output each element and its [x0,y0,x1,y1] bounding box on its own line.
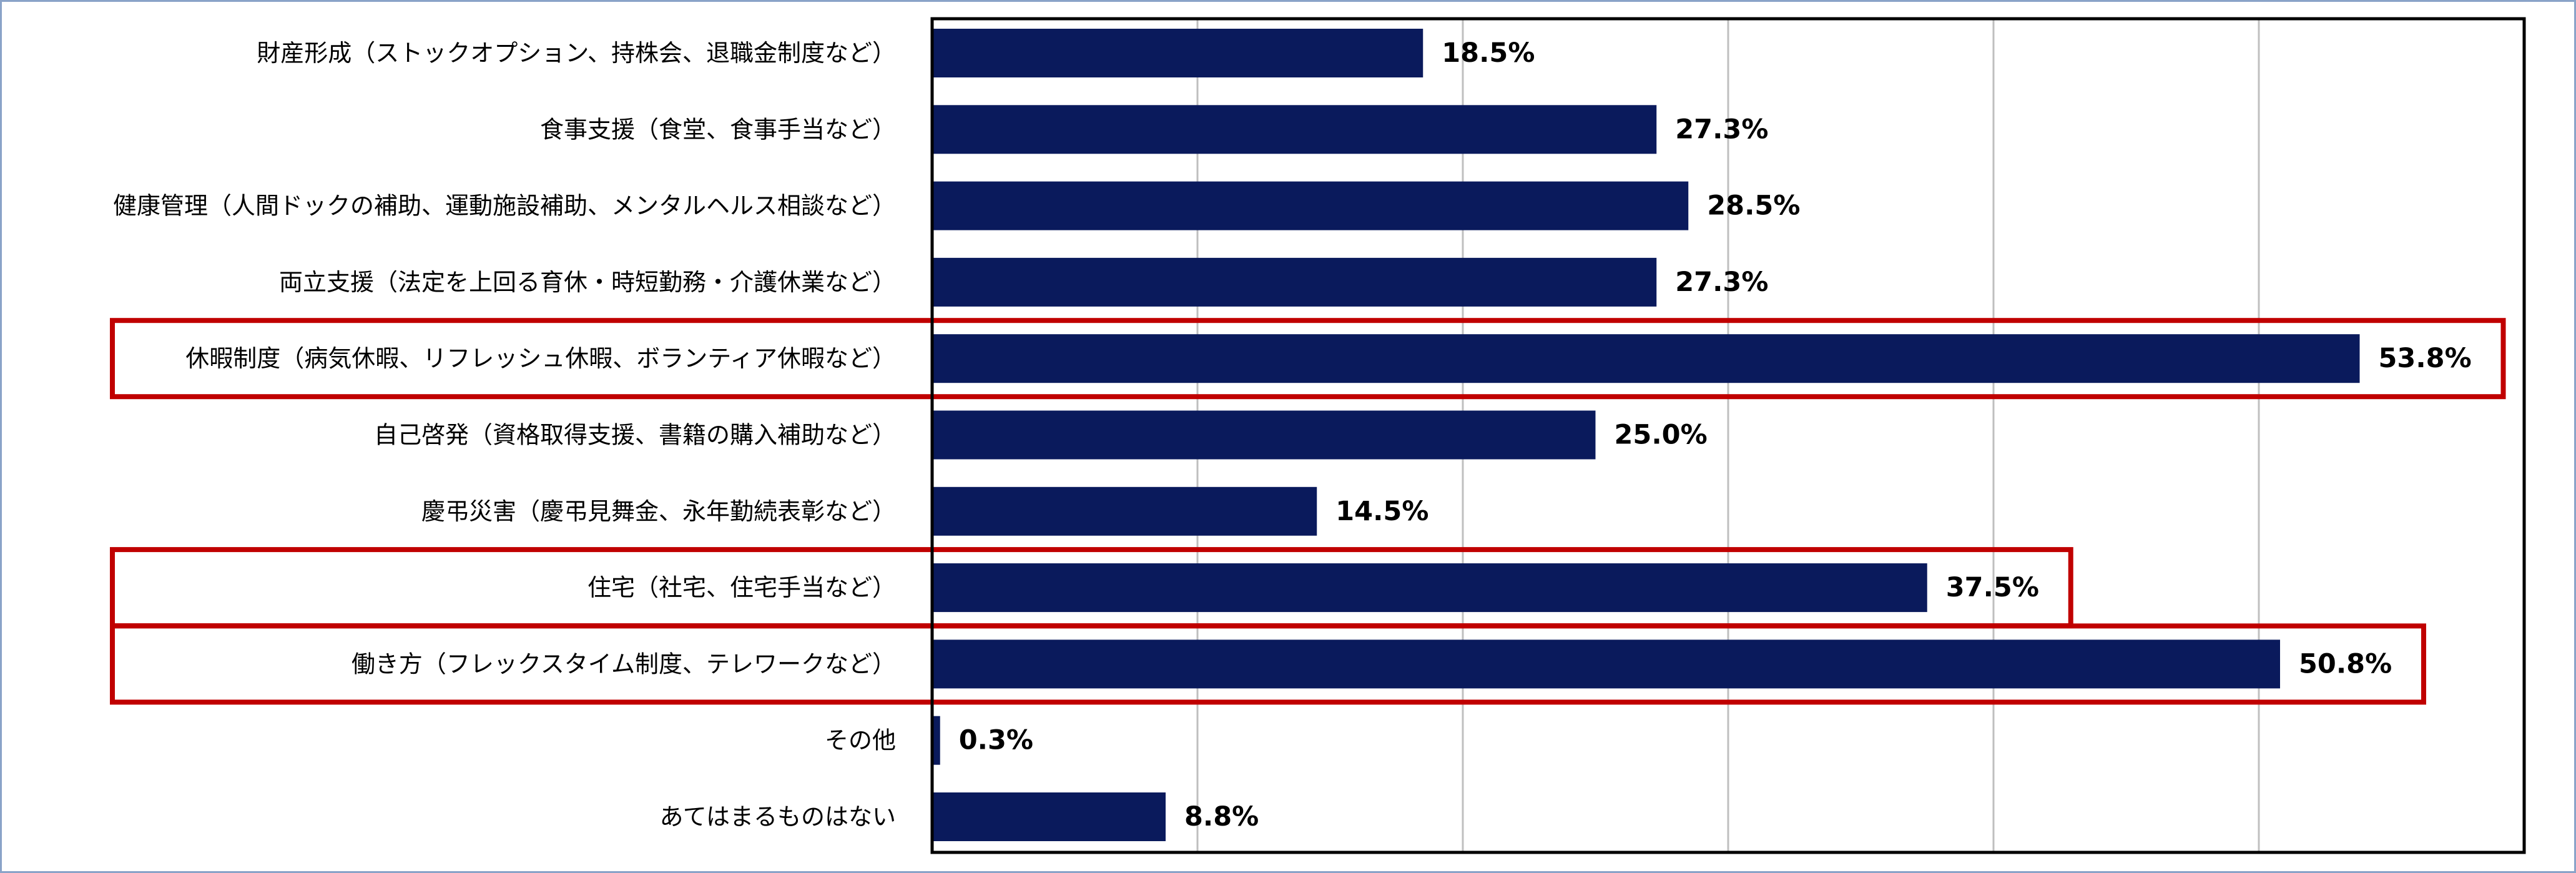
data-label: 27.3% [1675,267,1768,298]
bar [932,486,1317,536]
category-label: 働き方（フレックスタイム制度、テレワークなど） [351,650,896,678]
bar [932,181,1689,230]
data-label: 0.3% [959,725,1033,756]
bar [932,334,2360,383]
highlight-box [110,318,2506,400]
data-label: 14.5% [1335,496,1428,527]
bar [932,105,1657,154]
highlight-box [110,623,2426,705]
category-label: 両立支援（法定を上回る育休・時短勤務・介護休業など） [279,269,896,296]
data-label: 18.5% [1442,37,1535,69]
data-label: 50.8% [2299,648,2392,679]
category-label: 健康管理（人間ドックの補助、運動施設補助、メンタルヘルス相談など） [113,192,896,220]
bar [932,257,1657,307]
bar [932,29,1423,77]
category-label: 財産形成（ストックオプション、持株会、退職金制度など） [257,39,896,67]
bar [932,639,2280,689]
highlight-boxes [110,318,2506,705]
data-label: 53.8% [2379,343,2472,374]
category-label: あてはまるものはない [660,803,896,831]
category-label: 自己啓発（資格取得支援、書籍の購入補助など） [374,422,896,449]
data-label: 37.5% [1946,572,2039,603]
category-label: 食事支援（食堂、食事手当など） [540,116,896,143]
data-label: 8.8% [1184,801,1259,832]
data-label: 25.0% [1615,420,1708,451]
category-labels: 財産形成（ストックオプション、持株会、退職金制度など） 食事支援（食堂、食事手当な… [113,39,896,831]
bar [932,792,1166,841]
bar [932,410,1596,460]
plot-area-border [930,17,2526,854]
data-label: 27.3% [1675,114,1768,145]
data-label: 28.5% [1707,190,1800,222]
gridlines [1196,19,2260,852]
category-label: 休暇制度（病気休暇、リフレッシュ休暇、ボランティア休暇など） [185,345,896,372]
category-label: 住宅（社宅、住宅手当など） [587,574,896,601]
category-label: 慶弔災害（慶弔見舞金、永年勤続表彰など） [421,498,896,525]
bars [932,29,2360,841]
bar [932,563,1927,613]
bar [932,716,940,765]
value-labels: 18.5% 27.3% 28.5% 27.3% 53.8% 25.0% 14.5% 37.5%… [959,37,2472,832]
category-label: その他 [825,727,896,754]
